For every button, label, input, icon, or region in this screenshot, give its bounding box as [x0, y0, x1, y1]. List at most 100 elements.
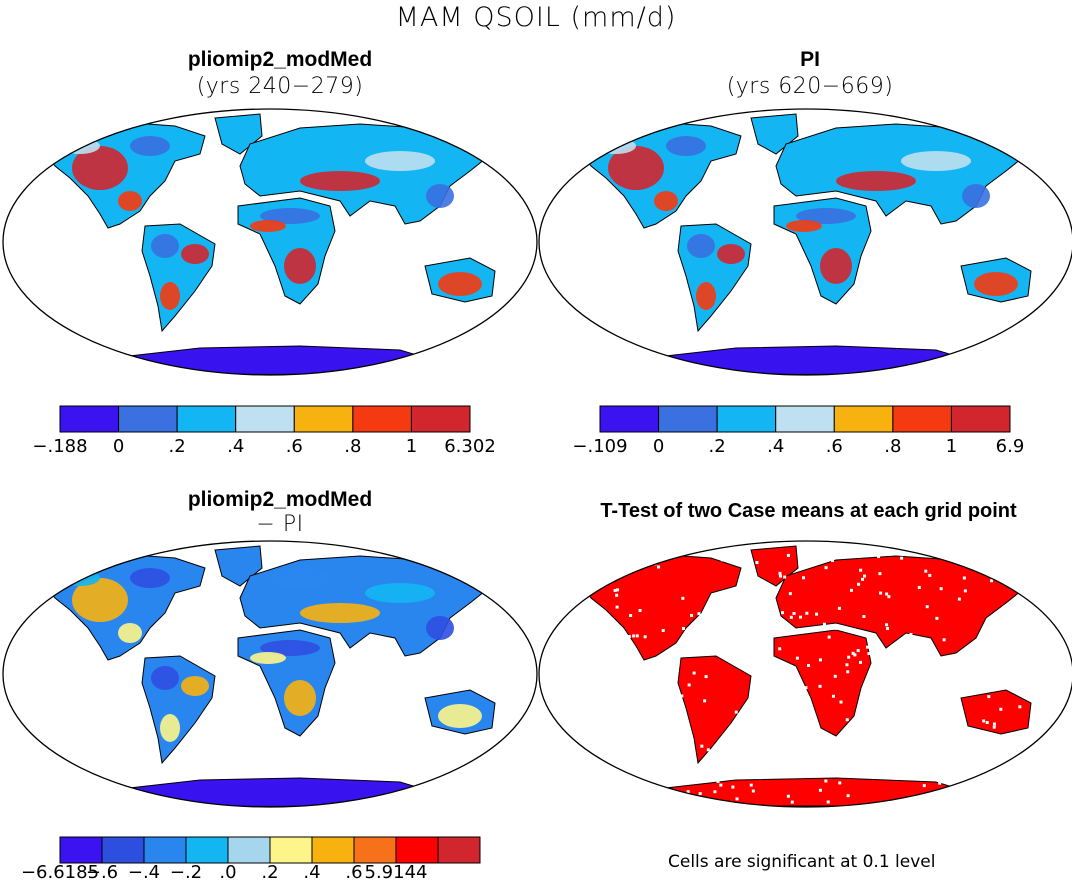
- insignificant-cell: [625, 677, 629, 681]
- insignificant-cell: [885, 592, 889, 596]
- insignificant-cell: [859, 660, 863, 664]
- colorbar-tick-label: .8: [884, 436, 902, 457]
- field-namerica: [666, 136, 706, 156]
- insignificant-cell: [713, 790, 717, 794]
- colorbar-tick-label: .4: [227, 436, 245, 457]
- insignificant-cell: [749, 783, 753, 787]
- colorbar-tick-label: 0: [652, 436, 665, 457]
- significance-note: Cells are significant at 0.1 level: [668, 852, 936, 872]
- insignificant-cell: [616, 629, 620, 633]
- map-border: [2, 108, 538, 376]
- insignificant-cell: [646, 746, 650, 750]
- colorbar-labels-modmed: −.188 0 .2 .4 .6 .8 1 6.302: [32, 436, 495, 458]
- insignificant-cell: [853, 653, 857, 657]
- insignificant-cell: [589, 677, 593, 681]
- insignificant-cell: [967, 560, 971, 564]
- insignificant-cell: [921, 748, 925, 752]
- insignificant-cell: [934, 726, 938, 730]
- insignificant-cell: [818, 788, 822, 792]
- land-africa: [773, 629, 872, 737]
- insignificant-cell: [1012, 628, 1016, 632]
- field-eurasia: [270, 568, 330, 588]
- figure-title: MAM QSOIL (mm/d): [395, 2, 677, 33]
- insignificant-cell: [660, 717, 664, 721]
- insignificant-cell: [783, 737, 787, 741]
- insignificant-cell: [862, 615, 866, 619]
- insignificant-cell: [887, 595, 891, 599]
- insignificant-cell: [657, 565, 661, 569]
- insignificant-cell: [939, 729, 943, 733]
- insignificant-cell: [778, 571, 782, 575]
- insignificant-cell: [879, 591, 883, 595]
- insignificant-cell: [599, 645, 603, 649]
- field-eurasia: [901, 151, 971, 171]
- colorbar-swatch: [293, 405, 354, 433]
- insignificant-cell: [845, 718, 849, 722]
- insignificant-cell: [668, 684, 672, 688]
- colorbar-swatch: [658, 405, 718, 433]
- field-australia: [438, 704, 482, 728]
- insignificant-cell: [613, 588, 617, 592]
- insignificant-cell: [935, 616, 939, 620]
- insignificant-cell: [723, 592, 727, 596]
- insignificant-cell: [774, 720, 778, 724]
- colorbar-swatch: [353, 836, 397, 864]
- insignificant-cell: [638, 608, 642, 612]
- colorbar-tick-label: 5.9144: [364, 862, 428, 883]
- insignificant-cell: [866, 645, 870, 649]
- insignificant-cell: [833, 674, 837, 678]
- insignificant-cell: [751, 789, 755, 793]
- insignificant-cell: [801, 693, 805, 697]
- field-namerica: [608, 146, 664, 190]
- insignificant-cell: [962, 576, 966, 580]
- insignificant-cell: [983, 656, 987, 660]
- insignificant-cell: [808, 742, 812, 746]
- insignificant-cell: [790, 800, 794, 804]
- insignificant-cell: [1017, 771, 1021, 775]
- insignificant-cell: [632, 634, 636, 638]
- insignificant-cell: [999, 707, 1003, 711]
- insignificant-cell: [579, 742, 583, 746]
- insignificant-cell: [750, 575, 754, 579]
- colorbar-swatch: [410, 405, 471, 433]
- insignificant-cell: [700, 744, 704, 748]
- colorbar-tick-label: 0: [112, 436, 125, 457]
- insignificant-cell: [703, 699, 707, 703]
- land-eurasia: [775, 555, 1032, 657]
- colorbar-labels-difference: −6.6185 −.6 −.4 −.2 .0 .2 .4 .6 5.9144: [21, 862, 485, 884]
- insignificant-cell: [982, 719, 986, 723]
- insignificant-cell: [758, 623, 762, 627]
- insignificant-cell: [857, 582, 861, 586]
- colorbar-swatch: [950, 405, 1011, 433]
- colorbar-tick-label: −.109: [572, 436, 628, 457]
- insignificant-cell: [1015, 634, 1019, 638]
- field-eurasia: [426, 616, 454, 640]
- insignificant-cell: [597, 656, 601, 660]
- insignificant-cell: [891, 737, 895, 741]
- field-eurasia: [300, 603, 380, 623]
- colorbar-tick-label: .0: [219, 862, 237, 883]
- field-samerica: [160, 714, 180, 742]
- insignificant-cell: [992, 722, 996, 726]
- insignificant-cell: [861, 577, 865, 581]
- insignificant-cell: [831, 694, 835, 698]
- insignificant-cell: [823, 760, 827, 764]
- insignificant-cell: [587, 591, 591, 595]
- insignificant-cell: [822, 622, 826, 626]
- insignificant-cell: [900, 556, 904, 560]
- colorbar-tick-label: .2: [708, 436, 726, 457]
- colorbar-pi: [599, 405, 1011, 433]
- insignificant-cell: [1004, 610, 1008, 614]
- insignificant-cell: [577, 797, 581, 801]
- colorbar-tick-label: .2: [261, 862, 279, 883]
- colorbar-swatch: [118, 405, 178, 433]
- insignificant-cell: [846, 670, 850, 674]
- colorbar-swatch: [101, 836, 145, 864]
- insignificant-cell: [981, 733, 985, 737]
- colorbar-tick-label: .6: [345, 862, 363, 883]
- insignificant-cell: [805, 611, 809, 615]
- field-namerica: [654, 191, 678, 211]
- insignificant-cell: [622, 656, 626, 660]
- insignificant-cell: [731, 785, 735, 789]
- insignificant-cell: [879, 770, 883, 774]
